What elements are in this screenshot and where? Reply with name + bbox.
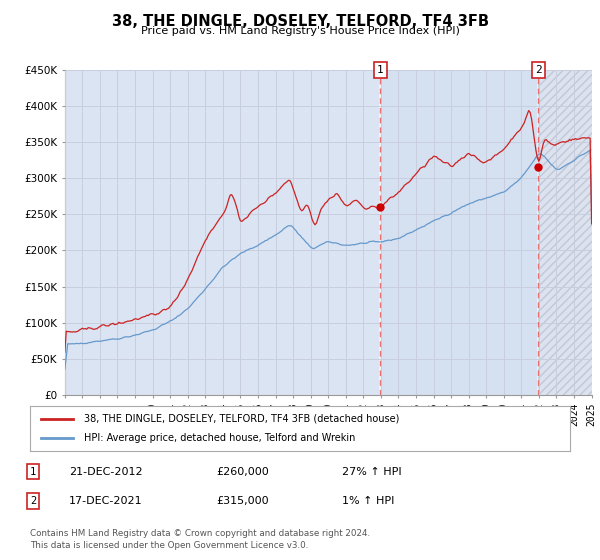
Text: Contains HM Land Registry data © Crown copyright and database right 2024.: Contains HM Land Registry data © Crown c… — [30, 529, 370, 538]
Text: 17-DEC-2021: 17-DEC-2021 — [69, 496, 143, 506]
Text: 38, THE DINGLE, DOSELEY, TELFORD, TF4 3FB (detached house): 38, THE DINGLE, DOSELEY, TELFORD, TF4 3F… — [84, 413, 400, 423]
Text: 1% ↑ HPI: 1% ↑ HPI — [342, 496, 394, 506]
Text: 1: 1 — [30, 466, 36, 477]
Text: Price paid vs. HM Land Registry's House Price Index (HPI): Price paid vs. HM Land Registry's House … — [140, 26, 460, 36]
Text: 38, THE DINGLE, DOSELEY, TELFORD, TF4 3FB: 38, THE DINGLE, DOSELEY, TELFORD, TF4 3F… — [112, 14, 488, 29]
Text: HPI: Average price, detached house, Telford and Wrekin: HPI: Average price, detached house, Telf… — [84, 433, 355, 444]
Text: 1: 1 — [377, 65, 384, 75]
Text: 2: 2 — [30, 496, 36, 506]
Bar — [538, 70, 592, 395]
Text: 21-DEC-2012: 21-DEC-2012 — [69, 466, 143, 477]
Text: 2: 2 — [535, 65, 542, 75]
Text: This data is licensed under the Open Government Licence v3.0.: This data is licensed under the Open Gov… — [30, 542, 308, 550]
Text: £260,000: £260,000 — [216, 466, 269, 477]
Text: £315,000: £315,000 — [216, 496, 269, 506]
Text: 27% ↑ HPI: 27% ↑ HPI — [342, 466, 401, 477]
